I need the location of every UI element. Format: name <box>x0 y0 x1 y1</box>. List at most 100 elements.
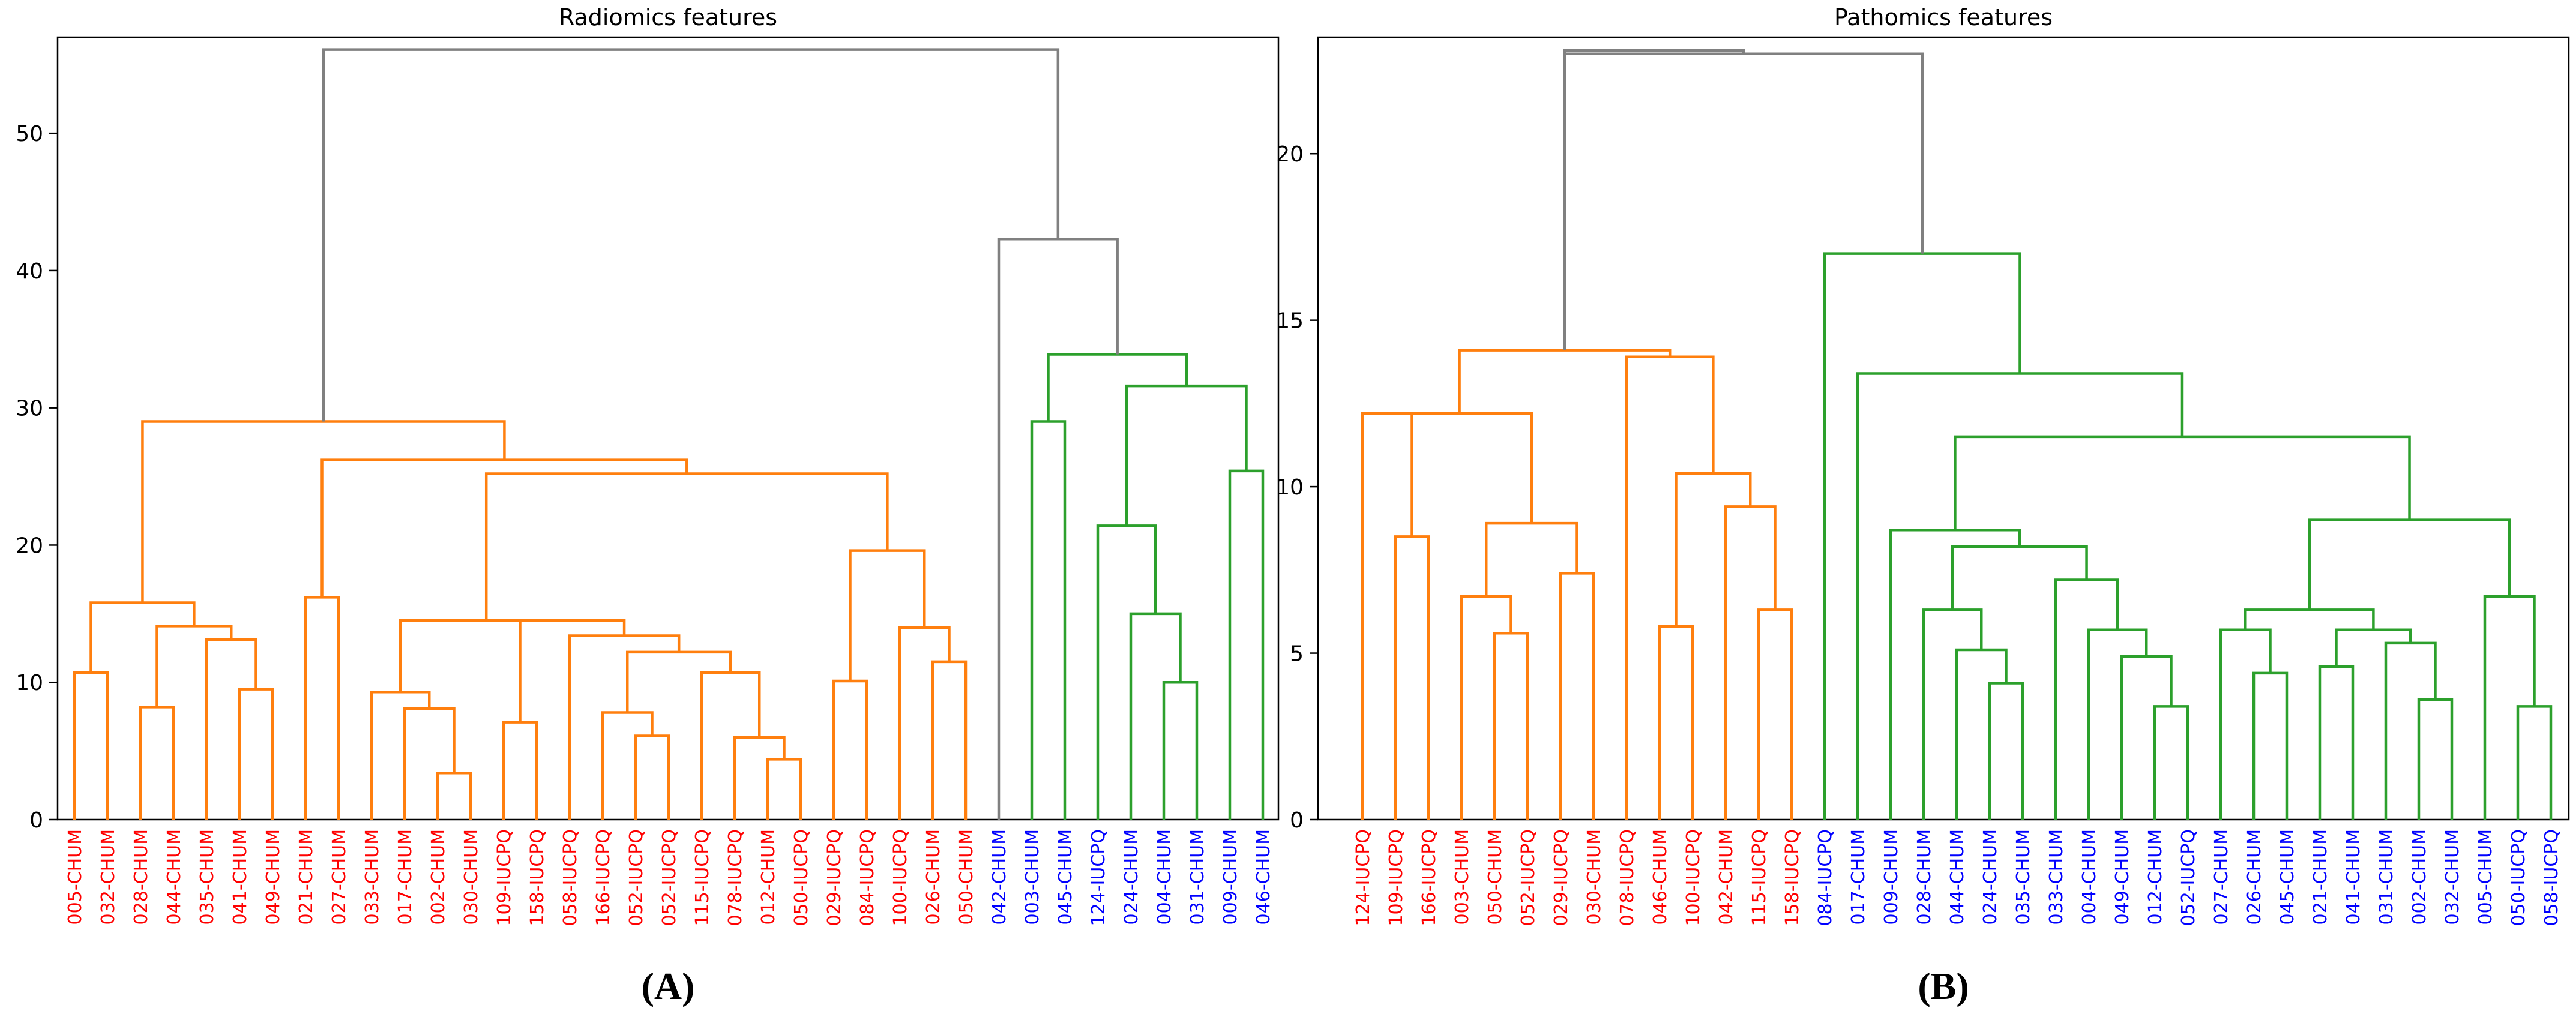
dendrogram-link <box>436 771 472 820</box>
leaf-label: 024-CHUM <box>1980 829 2001 925</box>
leaf-label: 029-IUCPQ <box>1551 829 1572 926</box>
dendrogram-link <box>320 458 688 598</box>
leaf-label: 044-CHUM <box>1947 829 1968 925</box>
dendrogram-link <box>931 660 968 820</box>
dendrogram-link <box>766 758 802 820</box>
leaf-label: 109-IUCPQ <box>1386 829 1407 926</box>
dendrogram-link <box>2087 628 2148 820</box>
panel-pathomics: Pathomics features 0 5 10 15 20 124-IUCPQ 109-I… <box>1276 4 2570 1007</box>
dendrogram-link <box>205 638 257 820</box>
dendrogram-link <box>2054 578 2119 820</box>
leaf-label: 052-IUCPQ <box>659 829 680 926</box>
dendrogram-link <box>568 634 681 820</box>
dendrogram-link <box>700 671 761 820</box>
leaf-label: 030-CHUM <box>461 829 482 925</box>
y-tick-label: 30 <box>16 397 43 421</box>
leaf-label: 027-CHUM <box>329 829 350 925</box>
leaf-label: 078-IUCPQ <box>1617 829 1638 926</box>
leaf-label: 032-CHUM <box>98 829 119 925</box>
leaf-label: 058-IUCPQ <box>560 829 581 926</box>
dendrogram-link <box>2219 628 2272 820</box>
dendrogram-link <box>2252 671 2289 820</box>
dendrogram-link <box>139 706 175 820</box>
leaf-label: 027-CHUM <box>2211 829 2232 925</box>
dendrogram-link <box>1675 472 1752 627</box>
dendrogram-link <box>2318 665 2355 820</box>
leaf-label: 049-CHUM <box>263 829 284 925</box>
leaf-label: 046-CHUM <box>1650 829 1671 925</box>
leaf-label: 115-IUCPQ <box>1749 829 1770 926</box>
leaf-label: 124-IUCPQ <box>1353 829 1374 926</box>
leaf-label: 003-CHUM <box>1452 829 1473 925</box>
leaf-label: 030-CHUM <box>1584 829 1605 925</box>
y-tick-label: 40 <box>16 259 43 284</box>
leaf-label: 031-CHUM <box>2376 829 2397 925</box>
leaf-label: 009-CHUM <box>1220 829 1241 925</box>
chart-title: Pathomics features <box>1834 4 2053 31</box>
dendrogram-link <box>1724 505 1777 820</box>
dendrogram-link <box>484 472 889 621</box>
leaf-label: 002-CHUM <box>2409 829 2430 925</box>
leaf-label: 050-IUCPQ <box>2508 829 2529 926</box>
dendrogram-link <box>502 721 538 820</box>
leaf-label: 035-CHUM <box>197 829 218 925</box>
leaf-label: 012-CHUM <box>758 829 779 925</box>
dendrogram-link <box>2335 628 2412 667</box>
dendrogram-link <box>1951 545 2088 610</box>
dendrogram-link <box>1955 648 2008 820</box>
leaf-label: 003-CHUM <box>1022 829 1043 925</box>
leaf-label: 004-CHUM <box>2079 829 2100 925</box>
dendrogram-link <box>1954 435 2411 530</box>
y-tick-label: 10 <box>1276 475 1304 500</box>
dendrogram-link <box>634 734 670 820</box>
dendrogram-link <box>2308 518 2511 610</box>
dendrogram-link <box>1658 625 1694 820</box>
leaf-label: 045-CHUM <box>2277 829 2298 925</box>
dendrogram-link <box>1361 412 1413 820</box>
dendrogram-link <box>1922 608 1983 820</box>
leaf-label: 084-IUCPQ <box>857 829 878 926</box>
dendrogram-link <box>997 238 1119 820</box>
dendrogram-link <box>322 48 1060 422</box>
dendrogram-link <box>1458 349 1672 414</box>
y-tick-label: 0 <box>1290 808 1304 833</box>
dendrogram-link <box>832 679 868 820</box>
dendrogram-link <box>1856 372 2184 820</box>
dendrogram-link <box>733 736 786 820</box>
leaf-label: 052-IUCPQ <box>2178 829 2199 926</box>
leaf-label: 017-CHUM <box>1848 829 1869 925</box>
y-tick-label: 50 <box>16 122 43 146</box>
dendrogram-link <box>1485 521 1578 597</box>
leaf-label: 033-CHUM <box>2046 829 2067 925</box>
dendrogram-link <box>1387 412 1533 524</box>
dendrogram-link <box>1559 572 1595 820</box>
leaf-label: 005-CHUM <box>65 829 86 925</box>
leaf-label: 012-CHUM <box>2145 829 2166 925</box>
leaf-label: 041-CHUM <box>230 829 251 925</box>
dendrogram-link <box>1030 420 1067 820</box>
dendrogram-link <box>2120 655 2173 820</box>
dendrogram-link <box>238 688 274 820</box>
leaf-label: 050-CHUM <box>956 829 977 925</box>
leaf-label: 031-CHUM <box>1187 829 1208 925</box>
y-tick-label: 20 <box>16 533 43 558</box>
dendrogram-link <box>155 625 233 707</box>
leaf-label: 045-CHUM <box>1055 829 1076 925</box>
dendrogram-link <box>141 420 506 603</box>
leaf-label: 158-IUCPQ <box>1782 829 1803 926</box>
leaf-label: 026-CHUM <box>2244 829 2265 925</box>
leaf-label: 028-CHUM <box>131 829 152 925</box>
panel-label: (A) <box>642 965 695 1007</box>
leaf-label: 005-CHUM <box>2475 829 2496 925</box>
leaf-label: 124-IUCPQ <box>1088 829 1109 926</box>
y-tick-label: 15 <box>1276 309 1304 334</box>
leaf-label: 021-CHUM <box>296 829 317 925</box>
leaf-label: 109-IUCPQ <box>494 829 515 926</box>
dendrogram-link <box>1096 524 1157 820</box>
y-tick-label: 0 <box>29 808 43 833</box>
dendrogram-link <box>1228 469 1265 820</box>
y-tick-label: 10 <box>16 671 43 695</box>
dendrogram-link <box>1988 682 2024 820</box>
dendrogram-link <box>1394 535 1430 820</box>
